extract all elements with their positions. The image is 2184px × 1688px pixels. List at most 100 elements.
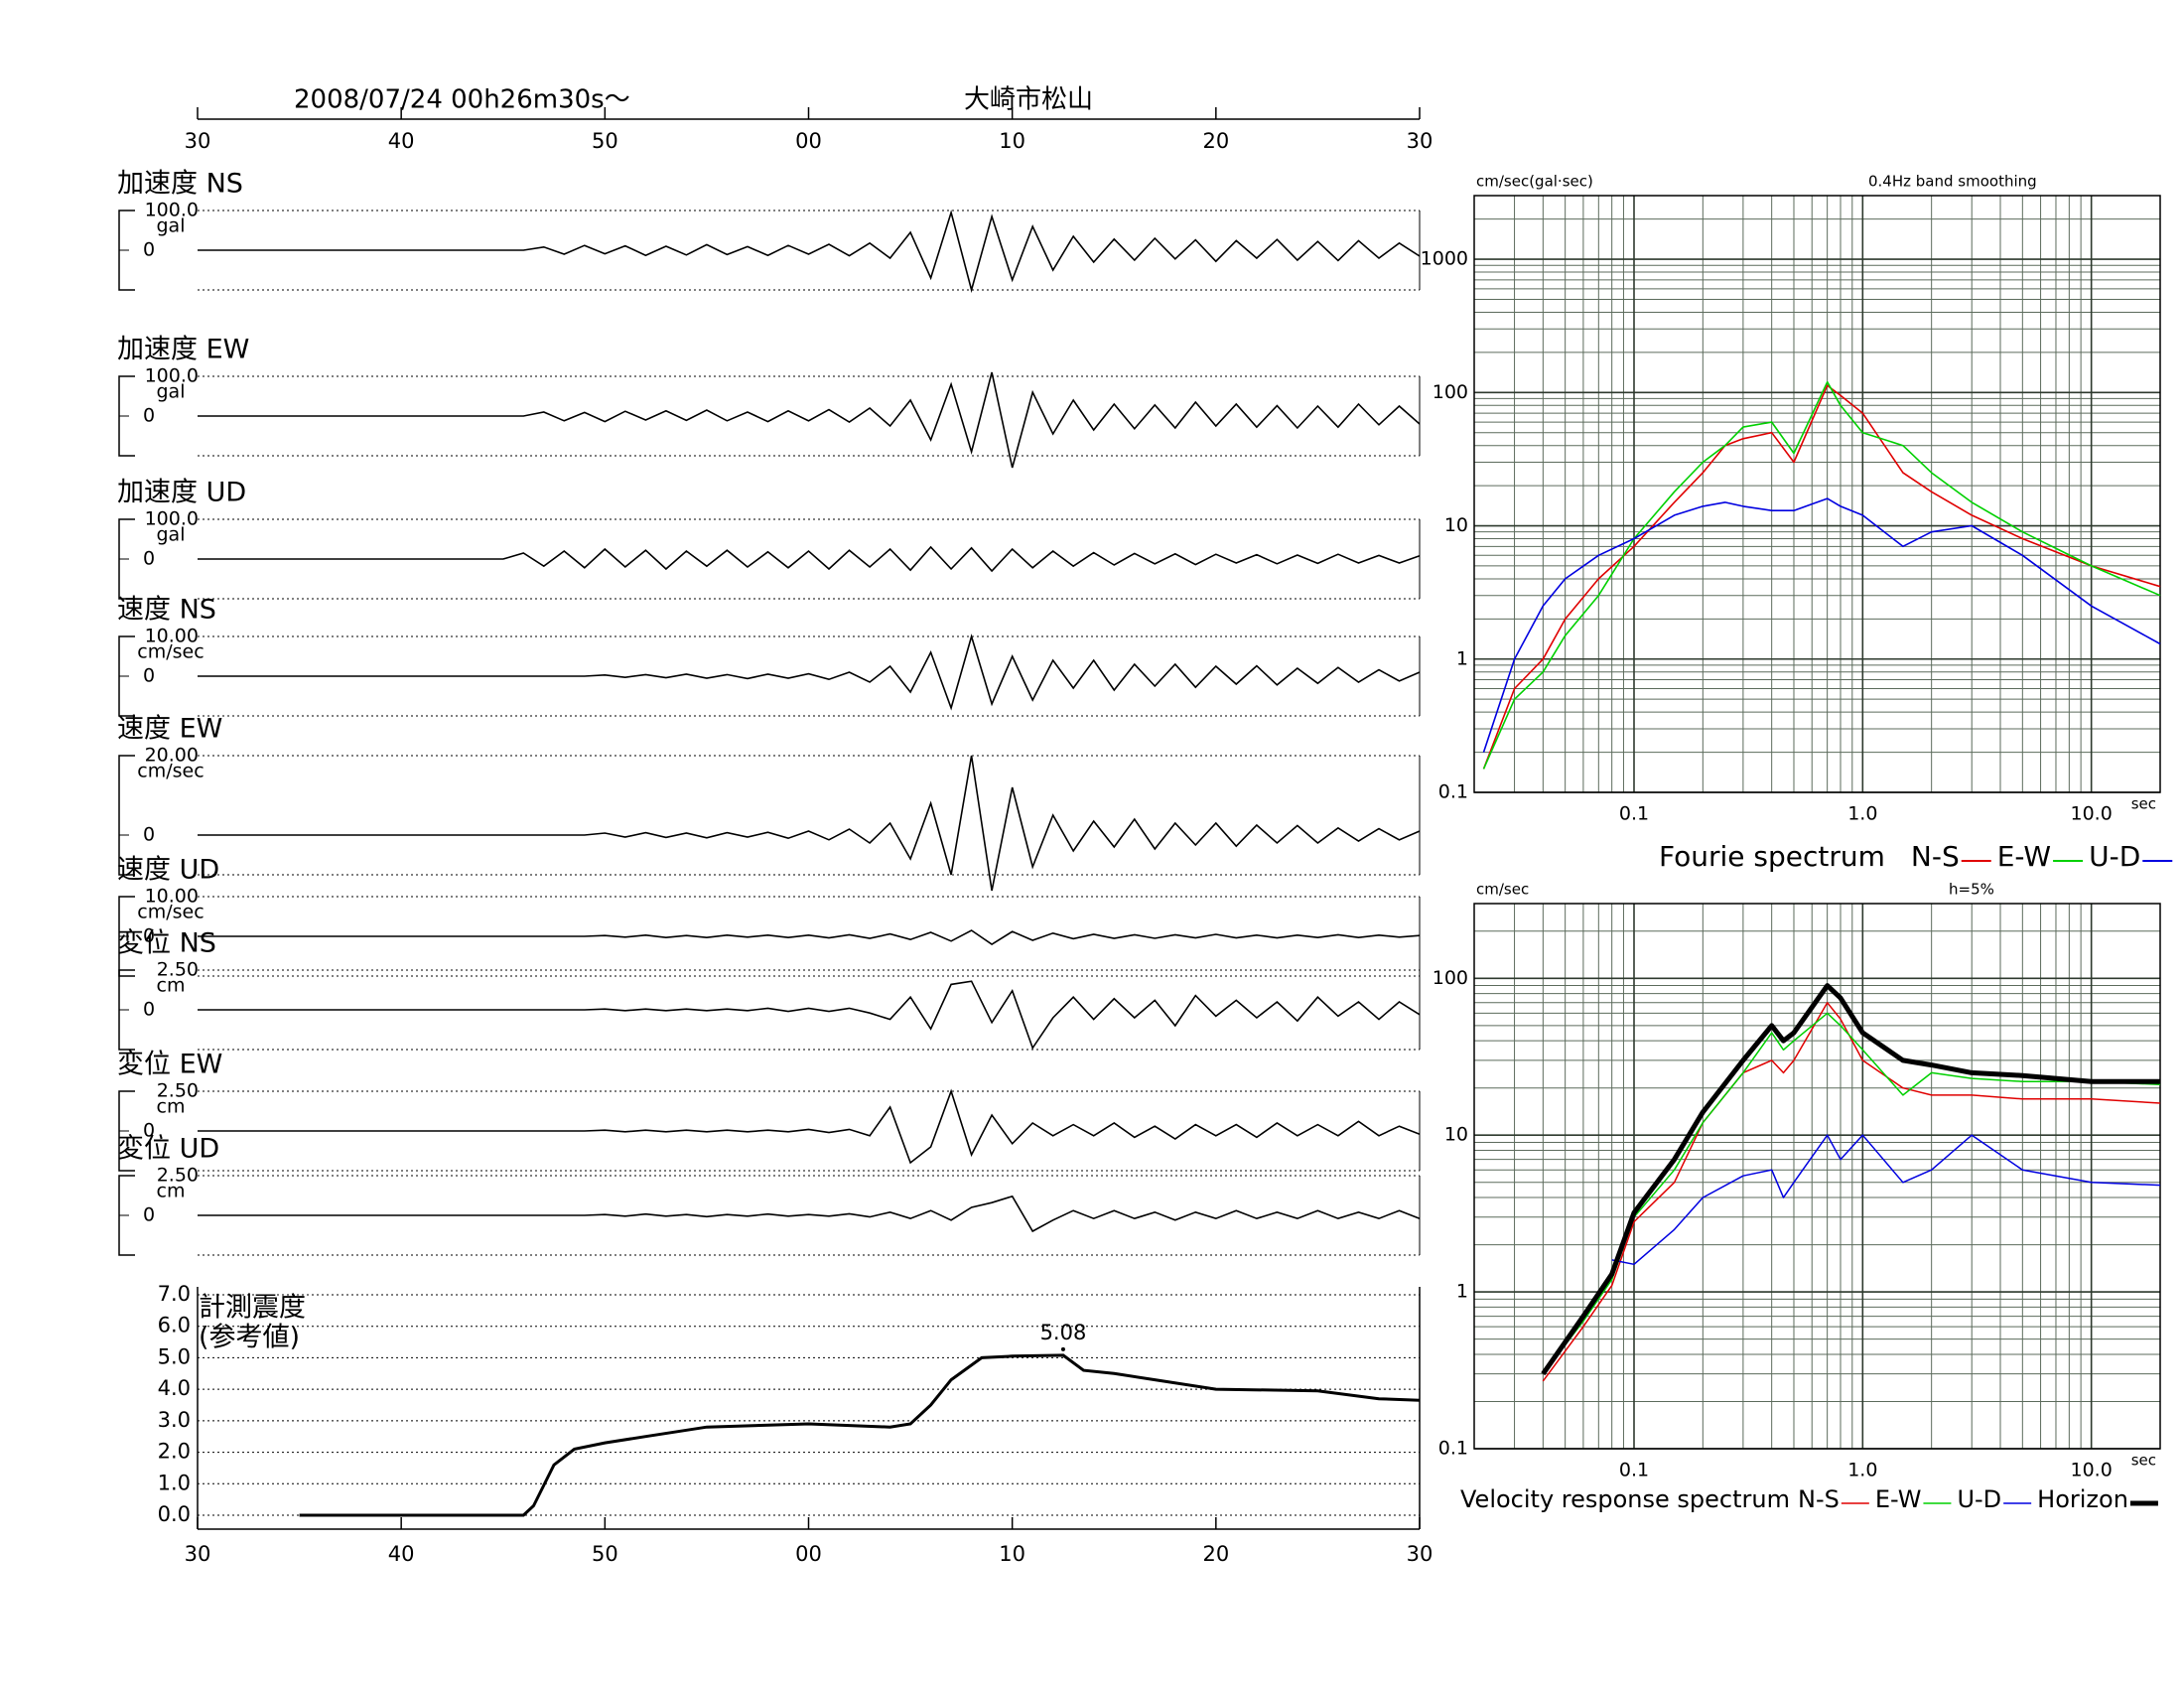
x-tick-label: 10: [999, 1542, 1025, 1566]
y-tick-label: 100.0: [145, 200, 199, 221]
legend-label: E-W: [1997, 840, 2051, 873]
trace: [198, 1195, 1421, 1233]
trace: [198, 755, 1421, 892]
x-tick-label: 1.0: [1847, 1460, 1877, 1481]
spectrum-line: [1542, 1012, 2161, 1375]
y-tick-label: 0.0: [158, 1502, 191, 1526]
y-tick-label: 2.50: [157, 1080, 199, 1102]
x-tick-label: 1.0: [1847, 803, 1877, 825]
y-tick-label: 0.1: [1438, 781, 1468, 803]
plot-frame: [1473, 903, 2161, 1450]
intensity-title: 計測震度: [199, 1293, 306, 1324]
y-tick-label: 0.1: [1438, 1438, 1468, 1460]
legend-label: N-S: [1911, 840, 1960, 873]
trace: [198, 545, 1421, 573]
y-tick-label: 7.0: [158, 1282, 191, 1306]
x-tick-label: 50: [592, 129, 618, 153]
unit-label: cm/sec: [137, 761, 204, 782]
datetime: 2008/07/24 00h26m30s〜: [294, 85, 630, 115]
unit-label: cm: [157, 1181, 186, 1202]
spectrum-line: [1541, 983, 2160, 1376]
y-unit: cm/sec: [1476, 881, 1529, 899]
y-tick-label: 5.0: [158, 1344, 191, 1368]
y-tick-label: 0: [143, 824, 155, 846]
trace: [198, 371, 1421, 469]
spectrum-line: [1611, 1134, 2161, 1266]
y-tick-label: 10: [1444, 514, 1468, 536]
x-tick-label: 0.1: [1619, 1460, 1649, 1481]
legend-label: U-D: [1957, 1485, 2001, 1513]
trace-title: 加速度 NS: [117, 169, 243, 200]
trace-title: 速度 EW: [117, 714, 222, 745]
y-tick-label: 20.00: [145, 745, 199, 767]
x-tick-label: 40: [388, 1542, 415, 1566]
y-tick-label: 100.0: [145, 508, 199, 530]
trace: [198, 929, 1421, 945]
x-tick-label: 00: [795, 129, 822, 153]
intensity-line: [299, 1353, 1421, 1517]
y-tick-label: 1: [1456, 1281, 1468, 1303]
unit-label: gal: [157, 215, 186, 237]
unit-label: gal: [157, 524, 186, 546]
y-tick-label: 0: [143, 1204, 155, 1226]
x-tick-label: 0.1: [1619, 803, 1649, 825]
legend-label: U-D: [2089, 840, 2140, 873]
trace: [198, 633, 1421, 711]
y-tick-label: 0: [143, 925, 155, 947]
annotation: 5.08: [1040, 1321, 1087, 1344]
y-tick-label: 100: [1433, 381, 1468, 403]
unit-label: gal: [157, 381, 186, 403]
spectrum-line: [1482, 497, 2161, 753]
trace: [198, 210, 1421, 294]
x-tick-label: 30: [185, 129, 211, 153]
legend-title: Fourie spectrum: [1659, 840, 1885, 873]
x-tick-label: 10.0: [2071, 1460, 2113, 1481]
y-tick-label: 2.50: [157, 959, 199, 981]
trace-title: 速度 UD: [117, 855, 219, 886]
plot-frame: [1473, 195, 2161, 793]
legend-label: Horizon: [2037, 1485, 2128, 1513]
unit-label: cm/sec: [137, 641, 204, 663]
trace-title: 変位 EW: [117, 1050, 222, 1080]
y-tick-label: 6.0: [158, 1314, 191, 1337]
station: 大崎市松山: [964, 85, 1093, 115]
y-tick-label: 2.0: [158, 1440, 191, 1464]
x-tick-label: 50: [592, 1542, 618, 1566]
y-tick-label: 10.00: [145, 886, 199, 908]
unit-label: cm: [157, 1096, 186, 1118]
trace-title: 加速度 EW: [117, 335, 249, 365]
y-tick-label: 1000: [1421, 248, 1468, 270]
trace-title: 速度 NS: [117, 595, 216, 626]
x-tick-label: 00: [795, 1542, 822, 1566]
x-tick-label: 10: [999, 129, 1025, 153]
y-tick-label: 10: [1444, 1124, 1468, 1146]
intensity-subtitle: (参考値): [199, 1323, 300, 1353]
y-tick-label: 100.0: [145, 365, 199, 387]
bracket: [118, 755, 135, 876]
x-unit: sec: [2131, 1452, 2156, 1470]
y-tick-label: 0: [143, 548, 155, 570]
y-tick-label: 0: [143, 1120, 155, 1142]
unit-label: cm: [157, 975, 186, 997]
y-tick-label: 0: [143, 999, 155, 1021]
trace: [198, 1088, 1421, 1165]
annotation-dot: [1060, 1346, 1065, 1351]
legend-title: Velocity response spectrum: [1460, 1485, 1790, 1513]
y-tick-label: 2.50: [157, 1165, 199, 1187]
note: 0.4Hz band smoothing: [1868, 173, 2037, 191]
spectrum-line: [1542, 1002, 2161, 1382]
x-tick-label: 10.0: [2071, 803, 2113, 825]
legend-label: N-S: [1798, 1485, 1840, 1513]
legend-label: E-W: [1875, 1485, 1922, 1513]
note: h=5%: [1949, 881, 1994, 899]
x-tick-label: 30: [1407, 129, 1433, 153]
y-tick-label: 1: [1456, 647, 1468, 669]
spectrum-line: [1482, 384, 2161, 770]
unit-label: cm/sec: [137, 902, 204, 923]
x-tick-label: 30: [185, 1542, 211, 1566]
y-tick-label: 0: [143, 239, 155, 261]
trace-title: 変位 NS: [117, 928, 216, 959]
y-tick-label: 1.0: [158, 1471, 191, 1494]
